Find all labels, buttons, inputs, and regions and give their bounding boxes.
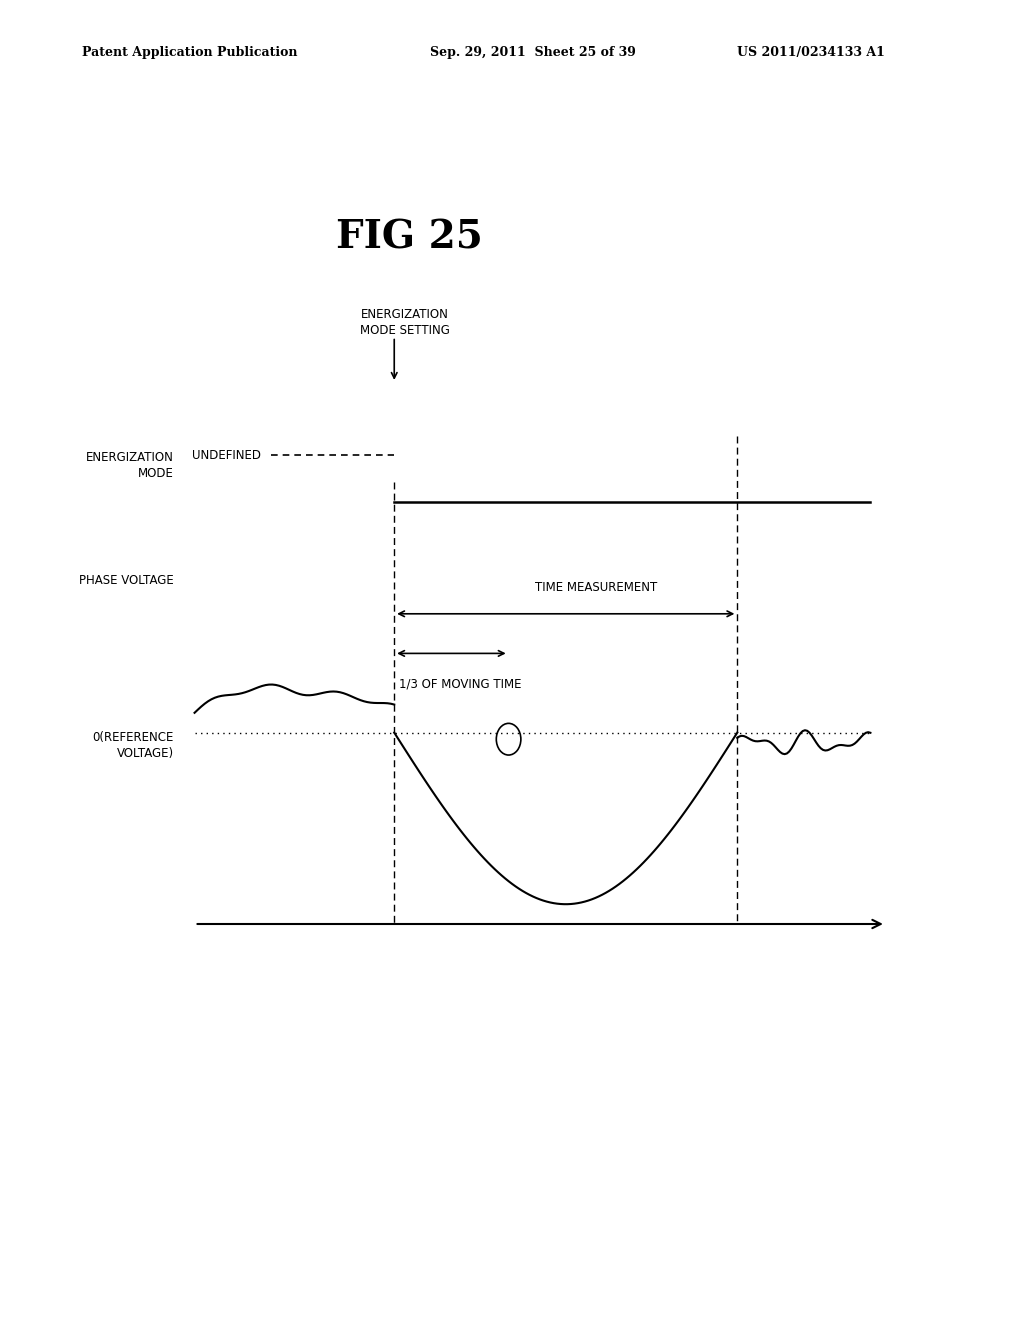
Text: ENERGIZATION
MODE: ENERGIZATION MODE [86,451,174,479]
Text: Sep. 29, 2011  Sheet 25 of 39: Sep. 29, 2011 Sheet 25 of 39 [430,46,636,59]
Text: TIME MEASUREMENT: TIME MEASUREMENT [536,581,657,594]
Text: 1/3 OF MOVING TIME: 1/3 OF MOVING TIME [399,677,522,690]
Text: FIG 25: FIG 25 [336,219,483,256]
Text: UNDEFINED: UNDEFINED [193,449,261,462]
Text: PHASE VOLTAGE: PHASE VOLTAGE [79,574,174,587]
Text: Patent Application Publication: Patent Application Publication [82,46,297,59]
Text: ENERGIZATION
MODE SETTING: ENERGIZATION MODE SETTING [359,308,450,337]
Text: 0(REFERENCE
VOLTAGE): 0(REFERENCE VOLTAGE) [93,731,174,760]
Text: US 2011/0234133 A1: US 2011/0234133 A1 [737,46,885,59]
